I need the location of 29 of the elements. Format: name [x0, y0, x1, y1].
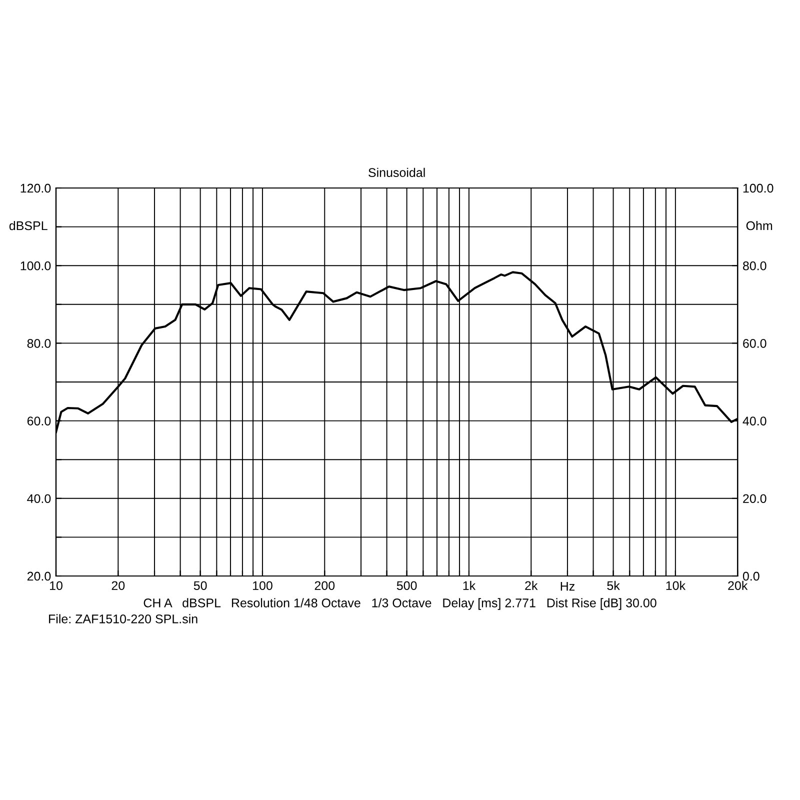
y-tick-label: 40.0 — [27, 494, 51, 504]
x-tick-label: 50 — [194, 581, 207, 590]
y2-tick-label: 40.0 — [742, 416, 766, 426]
y-tick-label: 20.0 — [27, 572, 51, 581]
text: CH A dBSPL Resolution 1/48 Octave 1/3 Octave Delay [ms] 2.771 Dist Rise [dB] 30.00 — [144, 598, 656, 610]
x-tick-label: 1k — [463, 580, 476, 590]
x-tick-label: 20 — [112, 581, 125, 590]
x-tick-label: 100 — [253, 581, 272, 590]
x-tick-label: 500 — [396, 581, 417, 590]
y2-tick-label: 20.0 — [743, 494, 766, 504]
x-tick-label: 2k — [525, 580, 538, 590]
y2-tick-label: 60.0 — [743, 339, 766, 348]
text: File: ZAF1510-220 SPL.sin — [49, 614, 198, 624]
y-tick-label: 100.0 — [20, 261, 51, 270]
chart-title: Sinusoidal — [368, 168, 425, 178]
y-tick-label: 120.0 — [20, 184, 51, 193]
x-tick-label: 20k — [728, 580, 748, 590]
y2-tick-label: 0.0 — [742, 572, 760, 581]
x-tick-label: 10k — [666, 580, 686, 590]
x-tick-label: 5k — [607, 580, 620, 590]
x-tick-label: 10 — [50, 581, 62, 590]
y-tick-label: 60.0 — [27, 416, 51, 426]
x-tick-label: 200 — [314, 581, 335, 590]
y2-tick-label: 100.0 — [743, 184, 774, 193]
y2-axis-title: Ohm — [746, 220, 772, 230]
y-tick-label: 80.0 — [27, 339, 51, 348]
x-axis-title: Hz — [560, 582, 574, 591]
y-axis-title: dBSPL — [9, 220, 48, 230]
y2-tick-label: 80.0 — [743, 261, 766, 270]
